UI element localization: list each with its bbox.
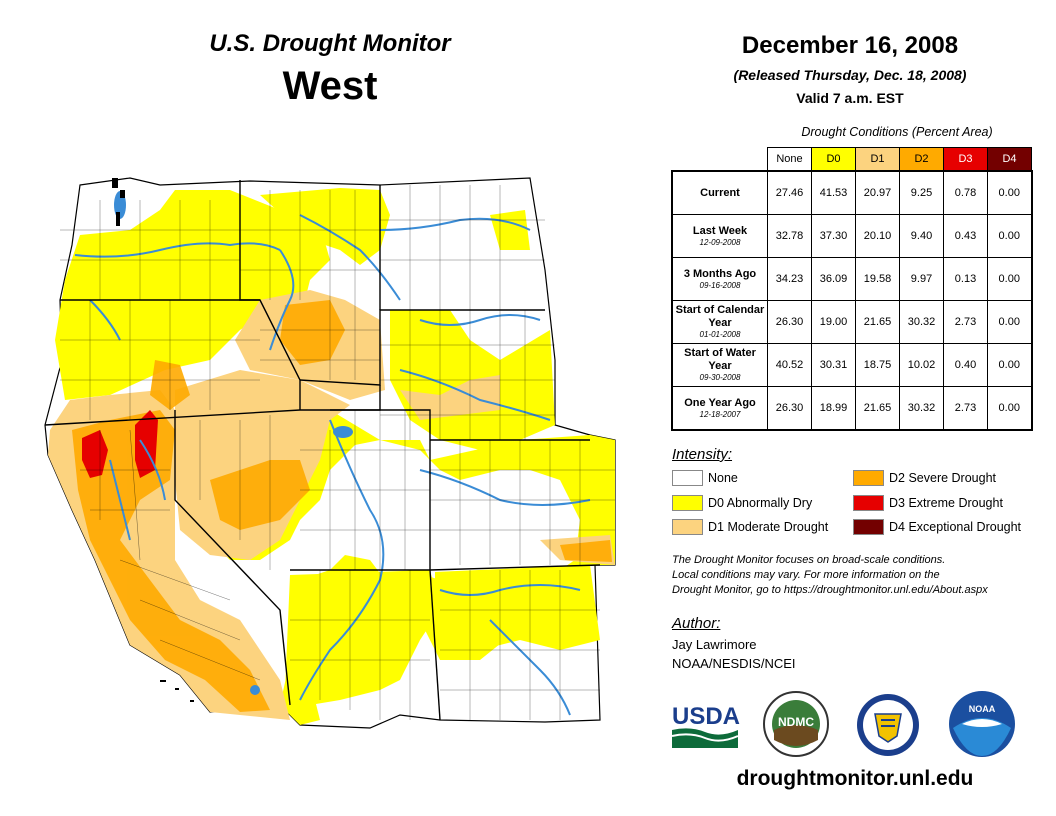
cell: 34.23 — [767, 257, 812, 301]
cell: 18.75 — [855, 343, 900, 387]
cell: 9.40 — [899, 214, 944, 258]
cell: 0.40 — [943, 343, 988, 387]
cell: 19.58 — [855, 257, 900, 301]
cell: 0.00 — [987, 386, 1032, 431]
cell: 2.73 — [943, 386, 988, 431]
legend-swatch — [853, 470, 884, 486]
ndmc-logo: NDMC — [763, 691, 829, 757]
rivers — [74, 214, 591, 716]
author-title: Author: — [672, 615, 721, 632]
released-date: (Released Thursday, Dec. 18, 2008) — [733, 67, 967, 83]
drought-map — [44, 177, 616, 729]
cell: 37.30 — [811, 214, 856, 258]
map-date: December 16, 2008 — [741, 32, 959, 59]
valid-time: Valid 7 a.m. EST — [796, 90, 904, 106]
cell: 30.31 — [811, 343, 856, 387]
legend-swatch — [853, 495, 884, 511]
cell: 0.00 — [987, 343, 1032, 387]
legend-swatch — [672, 495, 703, 511]
legend-swatch — [853, 519, 884, 535]
noaa-logo: NOAA — [949, 691, 1015, 757]
cell: 27.46 — [767, 170, 812, 215]
cell: 9.25 — [899, 170, 944, 215]
cell: 40.52 — [767, 343, 812, 387]
row-label: Current — [671, 170, 768, 215]
legend-item-d2: D2 Severe Drought — [853, 470, 996, 486]
cell: 30.32 — [899, 386, 944, 431]
row-label: One Year Ago 12-18-2007 — [671, 386, 768, 431]
cell: 2.73 — [943, 300, 988, 344]
svg-text:USDA: USDA — [672, 703, 740, 730]
conditions-title: Drought Conditions (Percent Area) — [801, 125, 993, 139]
cell: 0.43 — [943, 214, 988, 258]
region-title: West — [282, 64, 378, 108]
map-title: U.S. Drought Monitor — [209, 30, 451, 57]
col-d4: D4 — [987, 147, 1032, 172]
channel-islands — [160, 680, 194, 702]
cell: 9.97 — [899, 257, 944, 301]
table-row: Start of Calendar Year 01-01-2008 26.30 1… — [671, 300, 1032, 344]
cell: 0.00 — [987, 300, 1032, 344]
svg-text:NDMC: NDMC — [778, 715, 814, 729]
drought-conditions-table: None D0 D1 D2 D3 D4 Current 27.46 41.53 … — [671, 147, 1033, 431]
cell: 18.99 — [811, 386, 856, 431]
col-none: None — [767, 147, 812, 172]
county-lines — [60, 185, 615, 720]
author-org: NOAA/NESDIS/NCEI — [672, 656, 796, 671]
cell: 21.65 — [855, 386, 900, 431]
cell: 26.30 — [767, 300, 812, 344]
cell: 30.32 — [899, 300, 944, 344]
header-blank — [672, 148, 768, 172]
intensity-title: Intensity: — [672, 446, 733, 463]
cell: 0.00 — [987, 214, 1032, 258]
cell: 26.30 — [767, 386, 812, 431]
cell: 20.97 — [855, 170, 900, 215]
legend-item-d1: D1 Moderate Drought — [672, 519, 828, 535]
cell: 32.78 — [767, 214, 812, 258]
cell: 10.02 — [899, 343, 944, 387]
cell: 21.65 — [855, 300, 900, 344]
disclaimer-note: The Drought Monitor focuses on broad-sca… — [672, 554, 988, 596]
table-row: One Year Ago 12-18-2007 26.30 18.99 21.65… — [671, 386, 1032, 431]
cell: 0.13 — [943, 257, 988, 301]
cell: 0.00 — [987, 170, 1032, 215]
cell: 0.78 — [943, 170, 988, 215]
col-d1: D1 — [855, 147, 900, 172]
author-name: Jay Lawrimore — [672, 637, 757, 652]
row-label: 3 Months Ago 09-16-2008 — [671, 257, 768, 301]
legend-swatch — [672, 519, 703, 535]
footer-url[interactable]: droughtmonitor.unl.edu — [736, 767, 974, 790]
cell: 41.53 — [811, 170, 856, 215]
cell: 19.00 — [811, 300, 856, 344]
legend-item-d4: D4 Exceptional Drought — [853, 519, 1021, 535]
table-row: 3 Months Ago 09-16-2008 34.23 36.09 19.58… — [671, 257, 1032, 301]
col-d2: D2 — [899, 147, 944, 172]
svg-text:NOAA: NOAA — [969, 704, 996, 714]
table-row: Start of Water Year 09-30-2008 40.52 30.3… — [671, 343, 1032, 387]
legend-item-none: None — [672, 470, 738, 486]
table-row: Current 27.46 41.53 20.97 9.25 0.78 0.00 — [671, 170, 1032, 215]
legend-item-d3: D3 Extreme Drought — [853, 495, 1003, 511]
row-label: Start of Water Year 09-30-2008 — [671, 343, 768, 387]
table-row: Last Week 12-09-2008 32.78 37.30 20.10 9.… — [671, 214, 1032, 258]
row-label: Start of Calendar Year 01-01-2008 — [671, 300, 768, 344]
col-d3: D3 — [943, 147, 988, 172]
row-label: Last Week 12-09-2008 — [671, 214, 768, 258]
legend-swatch — [672, 470, 703, 486]
islands — [112, 178, 125, 226]
doc-seal-logo — [857, 694, 919, 756]
usda-logo: USDA — [671, 703, 740, 748]
legend-item-d0: D0 Abnormally Dry — [672, 495, 812, 511]
table-header-row: None D0 D1 D2 D3 D4 — [672, 147, 1032, 172]
cell: 20.10 — [855, 214, 900, 258]
cell: 0.00 — [987, 257, 1032, 301]
col-d0: D0 — [811, 147, 856, 172]
cell: 36.09 — [811, 257, 856, 301]
